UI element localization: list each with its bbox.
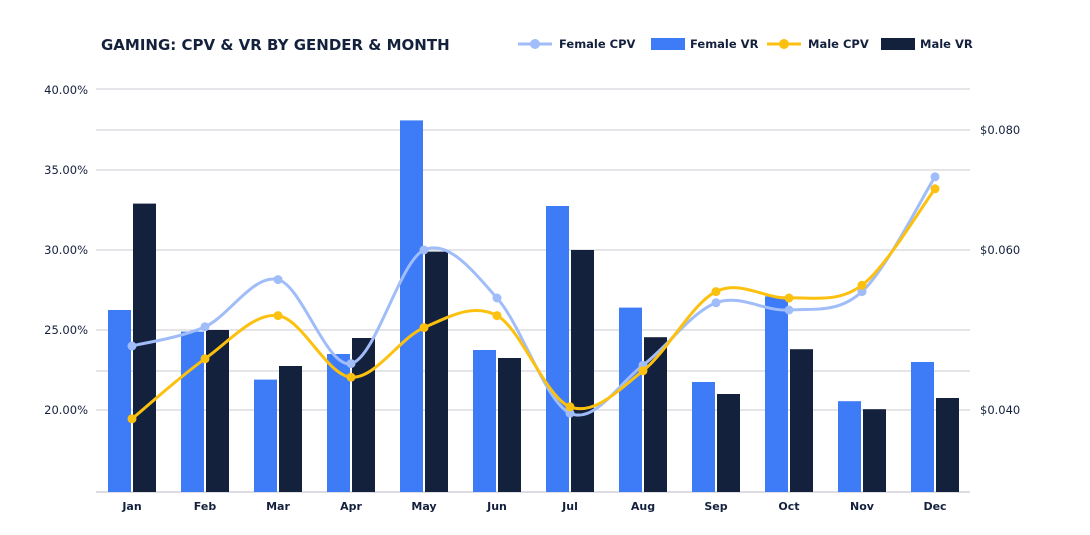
bar-male-vr — [498, 358, 521, 492]
male-cpv-point — [346, 372, 356, 382]
female-cpv-point — [930, 172, 940, 182]
bar-male-vr — [425, 251, 448, 492]
male-cpv-point — [857, 280, 867, 290]
bar-male-vr — [863, 409, 886, 492]
bar-male-vr — [644, 337, 667, 492]
legend-label: Male CPV — [808, 37, 869, 51]
right-tick-label: $0.060 — [980, 243, 1020, 257]
bar-female-vr — [254, 379, 277, 492]
left-axis: 40.00% 35.00% 30.00% 25.00% 20.00% — [44, 83, 88, 417]
legend-label: Female CPV — [559, 37, 636, 51]
female-cpv-point — [419, 245, 429, 255]
male-cpv-point — [565, 402, 575, 412]
bar-male-vr — [936, 398, 959, 492]
female-cpv-point — [492, 293, 502, 303]
female-cpv-line — [131, 175, 937, 417]
bar-female-vr — [619, 307, 642, 492]
right-axis: $0.080 $0.060 $0.040 — [980, 123, 1020, 417]
left-tick-label: 25.00% — [44, 323, 88, 337]
bar-male-vr — [571, 250, 594, 492]
x-axis: Jan Feb Mar Apr May Jun Jul Aug Sep Oct Nov Dec — [121, 500, 946, 513]
male-cpv-point — [930, 184, 940, 194]
male-cpv-point — [273, 311, 283, 321]
bar-male-vr — [133, 203, 156, 492]
x-tick-label: Jul — [561, 500, 578, 513]
x-tick-label: Oct — [778, 500, 799, 513]
x-tick-label: Jan — [121, 500, 141, 513]
x-tick-label: Apr — [340, 500, 362, 513]
legend-bar-swatch — [651, 38, 685, 50]
x-tick-label: May — [411, 500, 436, 513]
male-cpv-point — [419, 323, 429, 333]
right-tick-label: $0.040 — [980, 403, 1020, 417]
female-cpv-point — [127, 341, 137, 351]
x-tick-label: Sep — [704, 500, 727, 513]
male-cpv-point — [200, 354, 210, 364]
left-tick-label: 20.00% — [44, 403, 88, 417]
female-cpv-point — [200, 322, 210, 332]
female-cpv-point — [784, 305, 794, 315]
x-tick-label: Dec — [923, 500, 946, 513]
left-tick-label: 35.00% — [44, 163, 88, 177]
male-cpv-point — [711, 287, 721, 297]
x-tick-label: Mar — [266, 500, 290, 513]
male-cpv-point — [127, 414, 137, 424]
bar-female-vr — [181, 331, 204, 492]
legend-marker — [530, 39, 540, 49]
legend-label: Female VR — [690, 37, 759, 51]
male-cpv-point — [638, 366, 648, 376]
bar-female-vr — [692, 382, 715, 492]
legend-bar-swatch — [881, 38, 915, 50]
x-tick-label: Aug — [631, 500, 655, 513]
bar-female-vr — [765, 296, 788, 492]
male-cpv-point — [492, 311, 502, 321]
bar-male-vr — [279, 366, 302, 492]
bar-female-vr — [546, 206, 569, 492]
female-cpv-point — [565, 408, 575, 418]
bar-male-vr — [717, 394, 740, 492]
bar-female-vr — [911, 362, 934, 492]
bar-male-vr — [790, 349, 813, 492]
bar-female-vr — [473, 350, 496, 492]
female-cpv-point — [346, 359, 356, 369]
legend: Female CPV Female VR Male CPV Male VR — [518, 37, 973, 51]
lines — [127, 172, 940, 424]
female-cpv-point — [273, 275, 283, 285]
bar-male-vr — [206, 330, 229, 492]
female-cpv-point — [857, 287, 867, 297]
legend-label: Male VR — [920, 37, 973, 51]
legend-marker — [779, 39, 789, 49]
male-cpv-point — [784, 293, 794, 303]
male-cpv-line — [131, 187, 937, 420]
x-tick-label: Feb — [194, 500, 217, 513]
left-tick-label: 40.00% — [44, 83, 88, 97]
bar-female-vr — [327, 354, 350, 492]
bar-female-vr — [400, 120, 423, 493]
x-tick-label: Jun — [486, 500, 507, 513]
female-cpv-point — [711, 298, 721, 308]
x-tick-label: Nov — [850, 500, 875, 513]
left-tick-label: 30.00% — [44, 243, 88, 257]
chart-title: GAMING: CPV & VR BY GENDER & MONTH — [101, 36, 450, 54]
bar-female-vr — [838, 401, 861, 492]
right-tick-label: $0.080 — [980, 123, 1020, 137]
bar-female-vr — [108, 310, 131, 492]
